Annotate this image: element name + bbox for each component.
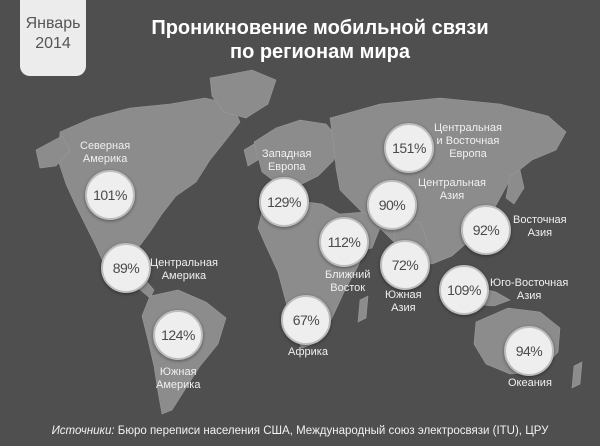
bubble-western-europe: 129%: [259, 177, 309, 227]
land-uk: [243, 143, 259, 167]
sources-text: Бюро переписи населения США, Международн…: [114, 425, 549, 437]
page-title: Проникновение мобильной связи по региона…: [120, 16, 520, 64]
bubble-south-asia: 72%: [380, 240, 430, 290]
label-south-america: Южная Америка: [156, 366, 201, 391]
land-greenland: [209, 69, 277, 119]
land-alaska: [35, 135, 71, 169]
bubble-east-asia: 92%: [461, 205, 511, 255]
label-middle-east: Ближний Восток: [325, 269, 371, 294]
bubble-south-america: 124%: [153, 310, 203, 360]
bubble-middle-east: 112%: [319, 217, 369, 267]
title-line-1: Проникновение мобильной связи: [151, 17, 489, 39]
bubble-oceania: 94%: [504, 326, 554, 376]
label-southeast-asia: Юго-Восточная Азия: [490, 277, 569, 302]
land-new-zealand: [571, 361, 583, 389]
label-central-eastern-europe: Центральная и Восточная Европа: [434, 122, 502, 160]
label-oceania: Океания: [508, 377, 552, 389]
label-north-america: Северная Америка: [80, 140, 131, 165]
label-africa: Африка: [288, 346, 328, 358]
date-badge: Январь 2014: [20, 0, 86, 76]
date-year: 2014: [35, 35, 71, 52]
bubble-central-america: 89%: [101, 243, 151, 293]
land-madagascar: [357, 295, 369, 323]
label-western-europe: Западная Европа: [262, 148, 312, 173]
sources-footer: Источники: Бюро переписи населения США, …: [0, 425, 600, 437]
land-japan: [505, 169, 525, 205]
label-central-america: Центральная Америка: [150, 257, 218, 282]
label-east-asia: Восточная Азия: [513, 214, 567, 239]
label-central-asia: Центральная Азия: [418, 177, 486, 202]
bubble-north-america: 101%: [85, 170, 135, 220]
bubble-central-asia: 90%: [367, 180, 417, 230]
bubble-africa: 67%: [281, 295, 331, 345]
title-line-2: по регионам мира: [229, 41, 411, 63]
bubble-central-eastern-europe: 151%: [384, 123, 434, 173]
bubble-southeast-asia: 109%: [439, 265, 489, 315]
label-south-asia: Южная Азия: [385, 289, 422, 314]
land-north-america: [57, 97, 241, 271]
sources-label: Источники:: [51, 425, 115, 437]
date-month: Январь: [25, 15, 81, 32]
